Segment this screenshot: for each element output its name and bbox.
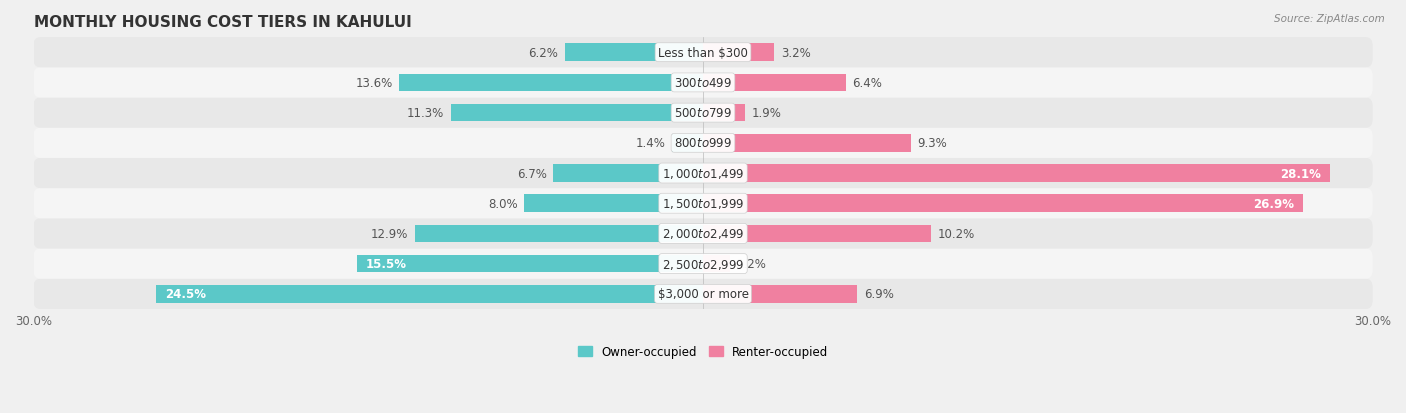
FancyBboxPatch shape — [34, 279, 1372, 309]
Bar — [703, 104, 745, 122]
Text: 3.2%: 3.2% — [782, 47, 811, 59]
Text: 1.9%: 1.9% — [752, 107, 782, 120]
FancyBboxPatch shape — [34, 189, 1372, 219]
Text: 6.9%: 6.9% — [863, 287, 894, 301]
Text: $500 to $799: $500 to $799 — [673, 107, 733, 120]
Text: $800 to $999: $800 to $999 — [673, 137, 733, 150]
Bar — [703, 195, 1303, 212]
Text: MONTHLY HOUSING COST TIERS IN KAHULUI: MONTHLY HOUSING COST TIERS IN KAHULUI — [34, 15, 411, 30]
Bar — [703, 285, 858, 303]
Bar — [524, 195, 703, 212]
Text: $2,000 to $2,499: $2,000 to $2,499 — [662, 227, 744, 241]
Text: 10.2%: 10.2% — [938, 228, 974, 240]
Bar — [703, 135, 911, 152]
Text: 11.3%: 11.3% — [406, 107, 444, 120]
Text: 9.3%: 9.3% — [917, 137, 948, 150]
Text: 15.5%: 15.5% — [366, 257, 406, 271]
Bar — [703, 255, 730, 273]
Text: $1,500 to $1,999: $1,500 to $1,999 — [662, 197, 744, 211]
Text: $2,500 to $2,999: $2,500 to $2,999 — [662, 257, 744, 271]
Text: 1.2%: 1.2% — [737, 257, 766, 271]
Text: 24.5%: 24.5% — [165, 287, 207, 301]
FancyBboxPatch shape — [34, 98, 1372, 128]
Bar — [703, 44, 775, 62]
FancyBboxPatch shape — [34, 219, 1372, 249]
Bar — [415, 225, 703, 242]
Bar — [703, 74, 846, 92]
Text: 13.6%: 13.6% — [356, 77, 392, 90]
Bar — [554, 165, 703, 182]
Bar — [399, 74, 703, 92]
FancyBboxPatch shape — [34, 68, 1372, 98]
FancyBboxPatch shape — [34, 128, 1372, 159]
Text: 6.2%: 6.2% — [529, 47, 558, 59]
Text: Less than $300: Less than $300 — [658, 47, 748, 59]
Text: Source: ZipAtlas.com: Source: ZipAtlas.com — [1274, 14, 1385, 24]
Bar — [357, 255, 703, 273]
Text: $3,000 or more: $3,000 or more — [658, 287, 748, 301]
Text: $1,000 to $1,499: $1,000 to $1,499 — [662, 166, 744, 180]
Text: 8.0%: 8.0% — [488, 197, 517, 210]
Bar — [703, 225, 931, 242]
FancyBboxPatch shape — [34, 159, 1372, 189]
Legend: Owner-occupied, Renter-occupied: Owner-occupied, Renter-occupied — [572, 341, 834, 363]
Text: 12.9%: 12.9% — [371, 228, 408, 240]
Text: $300 to $499: $300 to $499 — [673, 77, 733, 90]
Bar — [565, 44, 703, 62]
Text: 26.9%: 26.9% — [1253, 197, 1295, 210]
Text: 6.4%: 6.4% — [852, 77, 883, 90]
Text: 28.1%: 28.1% — [1281, 167, 1322, 180]
Bar — [156, 285, 703, 303]
FancyBboxPatch shape — [34, 38, 1372, 68]
FancyBboxPatch shape — [34, 249, 1372, 279]
Text: 1.4%: 1.4% — [636, 137, 665, 150]
Bar — [672, 135, 703, 152]
Text: 6.7%: 6.7% — [517, 167, 547, 180]
Bar — [451, 104, 703, 122]
Bar — [703, 165, 1330, 182]
